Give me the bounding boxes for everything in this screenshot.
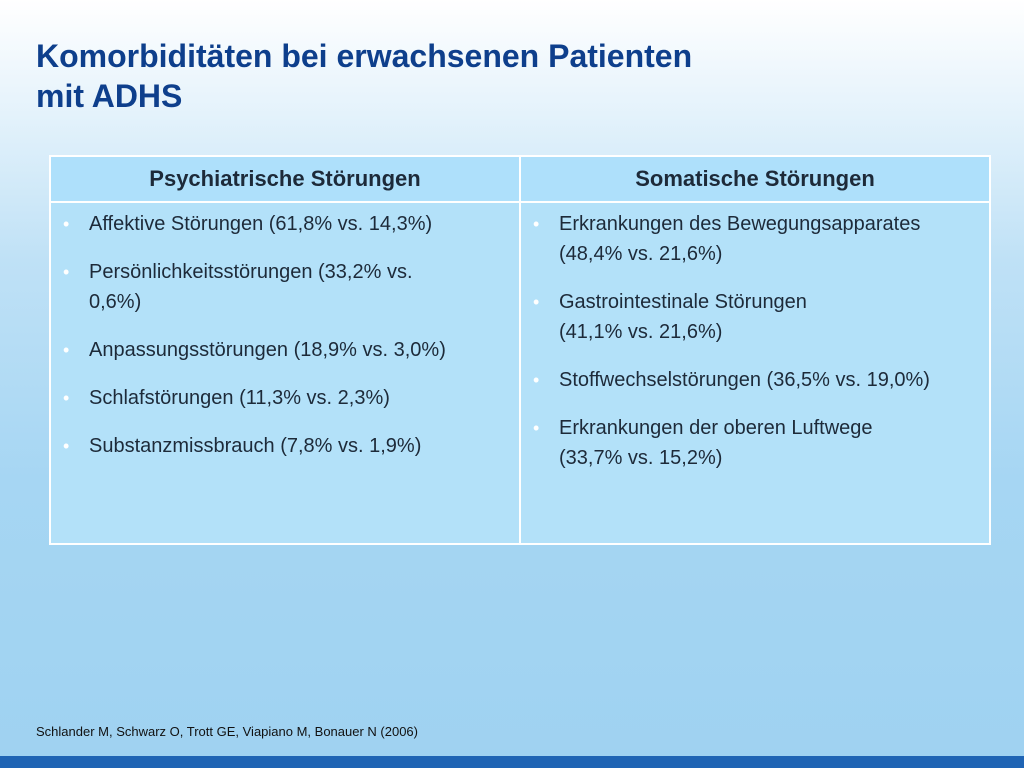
item-line-1: Schlafstörungen (11,3% vs. 2,3%) <box>89 387 390 409</box>
bullet-icon: • <box>63 214 70 234</box>
bullet-icon: • <box>533 214 540 234</box>
item-line-1: Persönlichkeitsstörungen (33,2% vs. <box>89 261 413 283</box>
item-line-1: Anpassungsstörungen (18,9% vs. 3,0%) <box>89 339 446 361</box>
list-item: • Anpassungsstörungen (18,9% vs. 3,0%) <box>61 335 501 365</box>
comorbidity-table: Psychiatrische Störungen • Affektive Stör… <box>49 155 991 545</box>
bullet-icon: • <box>63 388 70 408</box>
item-line-1: Stoffwechselstörungen (36,5% vs. 19,0%) <box>559 369 930 391</box>
column-somatic: Somatische Störungen • Erkrankungen des B… <box>519 157 989 543</box>
item-line-2: (33,7% vs. 15,2%) <box>559 447 723 469</box>
list-item: • Substanzmissbrauch (7,8% vs. 1,9%) <box>61 431 501 461</box>
bottom-bar <box>0 756 1024 768</box>
list-item: • Gastrointestinale Störungen (41,1% vs. 2… <box>531 287 971 347</box>
item-line-1: Gastrointestinale Störungen <box>559 291 807 313</box>
item-line-1: Erkrankungen der oberen Luftwege <box>559 417 873 439</box>
somatic-list: • Erkrankungen des Bewegungsapparates (48,… <box>531 209 971 473</box>
bullet-icon: • <box>533 292 540 312</box>
column-header-somatic: Somatische Störungen <box>521 157 989 203</box>
item-line-2: (41,1% vs. 21,6%) <box>559 321 723 343</box>
slide-title-line-2: mit ADHS <box>36 78 183 114</box>
column-psychiatric: Psychiatrische Störungen • Affektive Stör… <box>51 157 519 543</box>
column-body-psychiatric: • Affektive Störungen (61,8% vs. 14,3%) •… <box>51 203 519 543</box>
slide-title-line-1: Komorbiditäten bei erwachsenen Patienten <box>36 38 693 74</box>
bullet-icon: • <box>533 418 540 438</box>
list-item: • Erkrankungen der oberen Luftwege (33,7% … <box>531 413 971 473</box>
list-item: • Erkrankungen des Bewegungsapparates (48,… <box>531 209 971 269</box>
item-line-2: (48,4% vs. 21,6%) <box>559 243 723 265</box>
psychiatric-list: • Affektive Störungen (61,8% vs. 14,3%) •… <box>61 209 501 461</box>
item-line-1: Erkrankungen des Bewegungsapparates <box>559 213 921 235</box>
bullet-icon: • <box>63 262 70 282</box>
list-item: • Schlafstörungen (11,3% vs. 2,3%) <box>61 383 501 413</box>
item-line-2: 0,6%) <box>89 291 142 313</box>
slide-title: Komorbiditäten bei erwachsenen Patienten… <box>36 36 936 116</box>
list-item: • Affektive Störungen (61,8% vs. 14,3%) <box>61 209 501 239</box>
list-item: • Persönlichkeitsstörungen (33,2% vs. 0,6%… <box>61 257 501 317</box>
bullet-icon: • <box>533 370 540 390</box>
item-line-1: Substanzmissbrauch (7,8% vs. 1,9%) <box>89 435 422 457</box>
list-item: • Stoffwechselstörungen (36,5% vs. 19,0%) <box>531 365 971 395</box>
column-header-psychiatric: Psychiatrische Störungen <box>51 157 519 203</box>
bullet-icon: • <box>63 436 70 456</box>
bullet-icon: • <box>63 340 70 360</box>
column-body-somatic: • Erkrankungen des Bewegungsapparates (48,… <box>521 203 989 543</box>
item-line-1: Affektive Störungen (61,8% vs. 14,3%) <box>89 213 433 235</box>
citation: Schlander M, Schwarz O, Trott GE, Viapia… <box>36 724 418 739</box>
